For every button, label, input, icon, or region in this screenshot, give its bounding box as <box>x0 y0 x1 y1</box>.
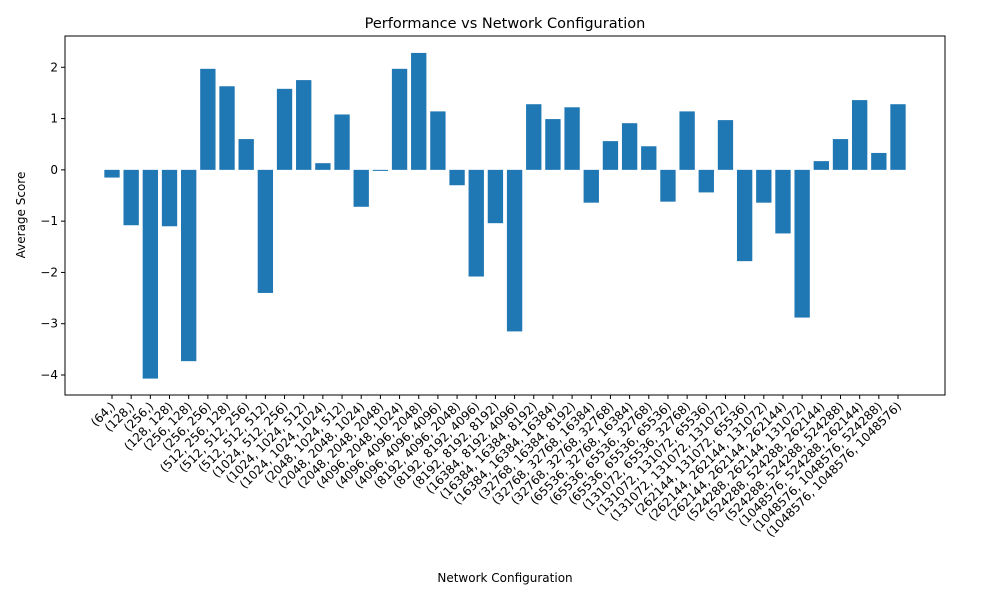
bar <box>411 52 427 170</box>
bar <box>257 169 274 293</box>
bar <box>142 169 159 379</box>
bar <box>238 139 254 170</box>
bar <box>851 100 868 170</box>
bar <box>832 139 849 170</box>
bar <box>161 169 178 227</box>
bar <box>123 169 139 226</box>
bar <box>104 169 120 178</box>
bar <box>564 107 580 170</box>
y-axis-label: Average Score <box>14 172 28 259</box>
bar <box>334 114 350 170</box>
y-tick-label: 1 <box>50 112 58 126</box>
y-tick-label: −2 <box>40 265 58 279</box>
bar <box>717 120 734 170</box>
bar <box>391 68 408 170</box>
bar <box>276 88 293 170</box>
chart-title: Performance vs Network Configuration <box>365 16 646 32</box>
x-axis-label: Network Configuration <box>437 571 572 585</box>
bar <box>449 169 465 186</box>
bar <box>890 104 906 170</box>
y-tick-label: −3 <box>40 317 58 331</box>
bar <box>468 169 484 277</box>
bar <box>813 161 829 170</box>
bar <box>660 169 676 202</box>
plot-frame <box>64 35 946 396</box>
bar <box>775 169 791 234</box>
bar <box>296 80 312 170</box>
y-tick-label: 0 <box>50 163 58 177</box>
bar <box>871 152 887 170</box>
bar <box>315 163 331 170</box>
bar <box>372 169 389 171</box>
bar <box>679 111 695 170</box>
bar <box>487 169 504 224</box>
bar <box>545 119 561 170</box>
y-tick-label: 2 <box>50 60 58 74</box>
bar <box>200 68 216 170</box>
bar <box>641 146 657 170</box>
bar <box>602 141 619 170</box>
bar <box>756 169 772 203</box>
bar <box>583 169 599 203</box>
bar <box>526 104 542 170</box>
bar <box>736 169 753 262</box>
bar <box>621 123 638 170</box>
bar <box>794 169 810 318</box>
bar <box>353 169 369 207</box>
bar <box>506 169 523 332</box>
bar <box>181 169 197 362</box>
y-tick-label: −1 <box>40 214 58 228</box>
bar <box>698 169 714 193</box>
y-tick-label: −4 <box>40 368 58 382</box>
bar <box>219 86 235 170</box>
bar <box>430 111 446 170</box>
